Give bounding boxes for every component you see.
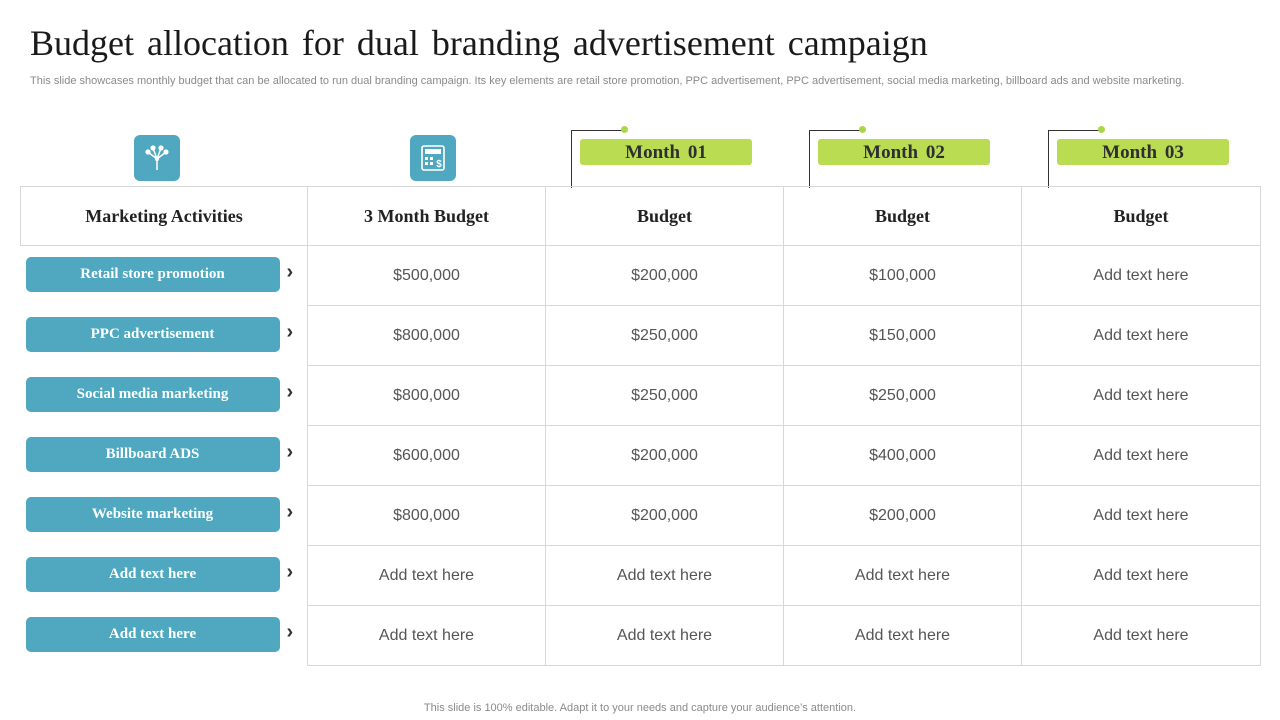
month-dot [1098, 126, 1105, 133]
activity-cell: PPC advertisement › [21, 306, 308, 366]
month-1-cell: $250,000 [545, 365, 784, 426]
table-row: PPC advertisement › $800,000 $250,000 $15… [21, 305, 1261, 366]
month-3-cell: Add text here [1021, 485, 1261, 546]
table-row: Add text here › Add text here Add text he… [21, 605, 1261, 666]
month-dot [859, 126, 866, 133]
table-header-row: Marketing Activities 3 Month Budget Budg… [20, 186, 1261, 246]
table-row: Website marketing › $800,000 $200,000 $20… [21, 485, 1261, 546]
calculator-icon: $ [410, 135, 456, 181]
month-tag-2: Month 02 [809, 126, 991, 188]
month-3-cell: Add text here [1021, 365, 1261, 426]
total-budget-cell: $600,000 [307, 425, 546, 486]
month-1-cell: $200,000 [545, 485, 784, 546]
total-budget-cell: $500,000 [307, 245, 546, 306]
table-row: Social media marketing › $800,000 $250,00… [21, 365, 1261, 426]
activity-cell: Add text here › [21, 606, 308, 666]
table-row: Add text here › Add text here Add text he… [21, 545, 1261, 606]
total-budget-cell: Add text here [307, 605, 546, 666]
activity-cell: Billboard ADS › [21, 426, 308, 486]
month-tag-1: Month 01 [571, 126, 753, 188]
total-budget-cell: Add text here [307, 545, 546, 606]
chevron-right-icon: › [286, 320, 294, 343]
activity-label: Billboard ADS [25, 436, 280, 472]
chevron-right-icon: › [286, 620, 294, 643]
month-3-cell: Add text here [1021, 605, 1261, 666]
month-connector [809, 130, 860, 188]
month-1-cell: $200,000 [545, 245, 784, 306]
month-1-cell: $200,000 [545, 425, 784, 486]
activity-label: PPC advertisement [25, 316, 280, 352]
month-3-cell: Add text here [1021, 545, 1261, 606]
total-budget-cell: $800,000 [307, 305, 546, 366]
table-row: Retail store promotion › $500,000 $200,00… [21, 245, 1261, 306]
header-month-2-budget: Budget [783, 186, 1022, 246]
month-2-cell: $400,000 [783, 425, 1022, 486]
network-icon [134, 135, 180, 181]
month-1-cell: $250,000 [545, 305, 784, 366]
month-tag-3: Month 03 [1048, 126, 1230, 188]
month-2-cell: $100,000 [783, 245, 1022, 306]
month-label: Month 02 [818, 139, 990, 165]
month-3-cell: Add text here [1021, 305, 1261, 366]
month-3-cell: Add text here [1021, 245, 1261, 306]
budget-table: Marketing Activities 3 Month Budget Budg… [20, 186, 1261, 666]
month-2-cell: Add text here [783, 545, 1022, 606]
chevron-right-icon: › [286, 380, 294, 403]
chevron-right-icon: › [286, 261, 294, 283]
month-2-cell: $250,000 [783, 365, 1022, 426]
month-3-cell: Add text here [1021, 425, 1261, 486]
activity-label: Add text here [25, 556, 280, 592]
activity-cell: Social media marketing › [21, 366, 308, 426]
month-connector [1048, 130, 1099, 188]
page-subtitle: This slide showcases monthly budget that… [30, 75, 1185, 87]
month-1-cell: Add text here [545, 605, 784, 666]
month-connector [571, 130, 622, 188]
month-dot [621, 126, 628, 133]
footer-note: This slide is 100% editable. Adapt it to… [423, 702, 857, 714]
month-2-cell: $150,000 [783, 305, 1022, 366]
month-label: Month 01 [580, 139, 752, 165]
activity-cell: Retail store promotion › [21, 246, 308, 306]
activity-label: Website marketing [25, 496, 280, 532]
svg-text:$: $ [436, 159, 442, 170]
month-2-cell: Add text here [783, 605, 1022, 666]
header-3-month-budget: 3 Month Budget [307, 186, 546, 246]
activity-cell: Website marketing › [21, 486, 308, 546]
total-budget-cell: $800,000 [307, 365, 546, 426]
total-budget-cell: $800,000 [307, 485, 546, 546]
month-2-cell: $200,000 [783, 485, 1022, 546]
chevron-right-icon: › [286, 440, 294, 463]
page-title: Budget allocation for dual branding adve… [30, 23, 928, 63]
activity-cell: Add text here › [21, 546, 308, 606]
month-label: Month 03 [1057, 139, 1229, 165]
month-1-cell: Add text here [545, 545, 784, 606]
chevron-right-icon: › [286, 560, 294, 583]
header-activities: Marketing Activities [20, 186, 308, 246]
chevron-right-icon: › [286, 500, 294, 523]
header-month-3-budget: Budget [1021, 186, 1261, 246]
activity-label: Add text here [25, 616, 280, 652]
header-month-1-budget: Budget [545, 186, 784, 246]
activity-label: Retail store promotion [25, 257, 280, 292]
table-row: Billboard ADS › $600,000 $200,000 $400,00… [21, 425, 1261, 486]
activity-label: Social media marketing [25, 376, 280, 412]
